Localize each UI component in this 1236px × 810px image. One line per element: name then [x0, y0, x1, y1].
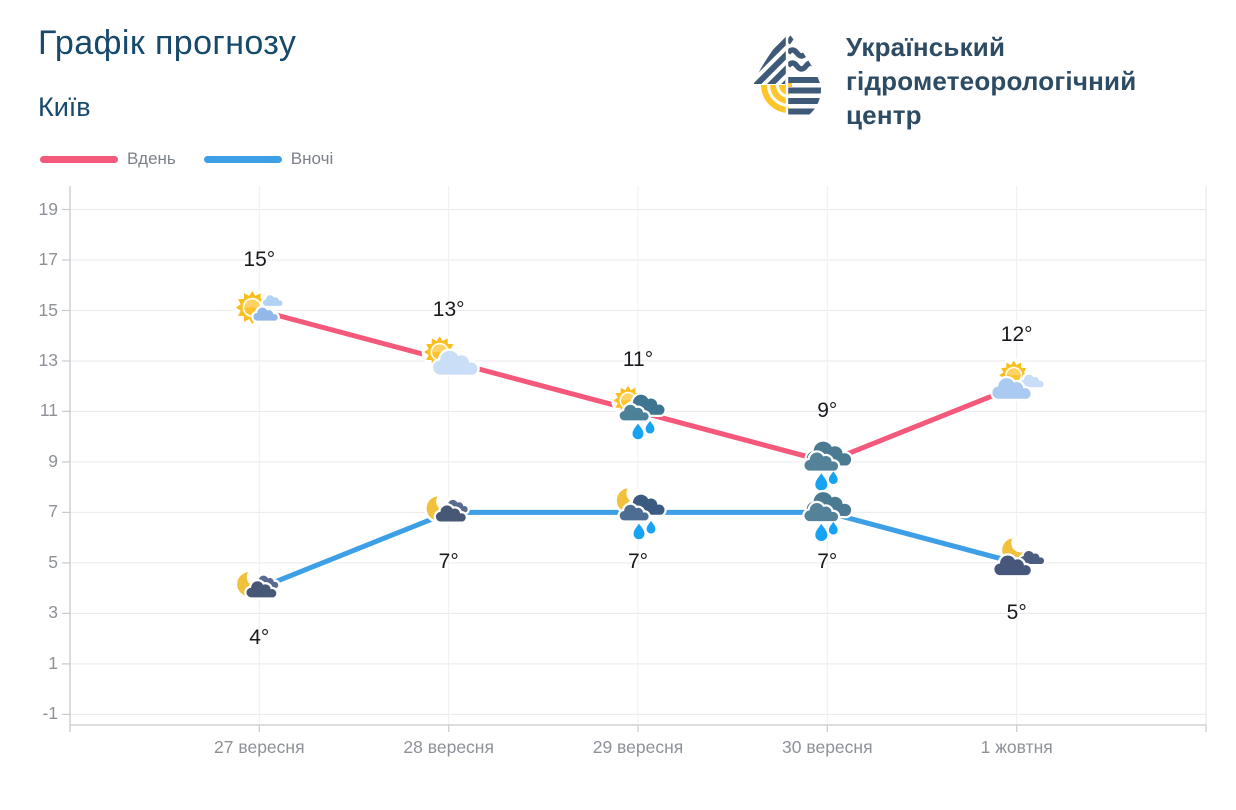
- moon-cloud-icon: [234, 569, 281, 600]
- org-name-line: центр: [846, 100, 922, 130]
- point-value-label: 7°: [438, 550, 459, 574]
- y-tick-label: 5: [48, 551, 58, 572]
- rain-icon: [802, 439, 854, 491]
- x-tick-label: 27 вересня: [214, 737, 305, 757]
- point-value-label: 4°: [249, 626, 270, 650]
- rain-icon: [802, 489, 854, 542]
- water-drop-logo-icon: [753, 31, 821, 120]
- x-tick-label: 30 вересня: [782, 737, 873, 757]
- sun-clouds-icon: [990, 358, 1046, 402]
- moon-rain-icon: [614, 485, 667, 540]
- point-value-label: 5°: [1006, 600, 1027, 624]
- moon-cloud-icon: [423, 493, 470, 524]
- forecast-chart: 19 17 15 13 11 9 7 5 3 1 -1 27 вересня 28 вересня 29 …: [39, 186, 1207, 757]
- legend: Вдень Вночі: [40, 149, 361, 169]
- legend-item-night: Вночі: [203, 149, 334, 169]
- point-value-label: 9°: [817, 398, 838, 422]
- y-tick-label: -1: [42, 703, 58, 724]
- sun-small-clouds-icon: [233, 288, 285, 327]
- y-tick-label: 17: [38, 249, 58, 269]
- night-line-swatch-icon: [203, 155, 282, 163]
- point-value-label: 7°: [817, 550, 838, 574]
- y-tick-label: 19: [38, 198, 58, 219]
- point-value-label: 7°: [627, 550, 649, 574]
- x-tick-label: 28 вересня: [403, 737, 494, 757]
- y-tick-label: 3: [48, 602, 58, 623]
- point-value-label: 12°: [1000, 323, 1033, 347]
- y-tick-label: 13: [38, 350, 58, 370]
- sun-cloud-icon: [421, 333, 480, 377]
- org-name-line: гідрометеорологічний: [846, 66, 1137, 96]
- page-title: Графік прогнозу: [38, 24, 297, 62]
- legend-label-day: Вдень: [127, 149, 176, 168]
- org-name-line: Український: [846, 32, 1006, 62]
- y-tick-label: 15: [38, 299, 58, 320]
- x-tick-label: 1 жовтня: [980, 737, 1053, 757]
- y-tick-label: 7: [48, 501, 58, 522]
- moon-clouds-icon: [992, 535, 1047, 578]
- day-line-swatch-icon: [40, 155, 118, 163]
- y-tick-label: 11: [39, 400, 58, 421]
- y-tick-label: 9: [48, 450, 58, 471]
- point-value-label: 11°: [622, 348, 654, 372]
- x-tick-label: 29 вересня: [592, 737, 684, 757]
- org-name: Український гідрометеорологічний центр: [846, 27, 1136, 132]
- legend-item-day: Вдень: [40, 149, 176, 169]
- city-subtitle: Київ: [38, 92, 91, 122]
- org-logo: Український гідрометеорологічний центр: [744, 27, 1136, 132]
- y-tick-label: 1: [48, 652, 58, 673]
- point-value-label: 15°: [243, 247, 276, 271]
- legend-label-night: Вночі: [290, 149, 334, 168]
- sun-rain-icon: [611, 383, 667, 440]
- point-value-label: 13°: [432, 298, 465, 321]
